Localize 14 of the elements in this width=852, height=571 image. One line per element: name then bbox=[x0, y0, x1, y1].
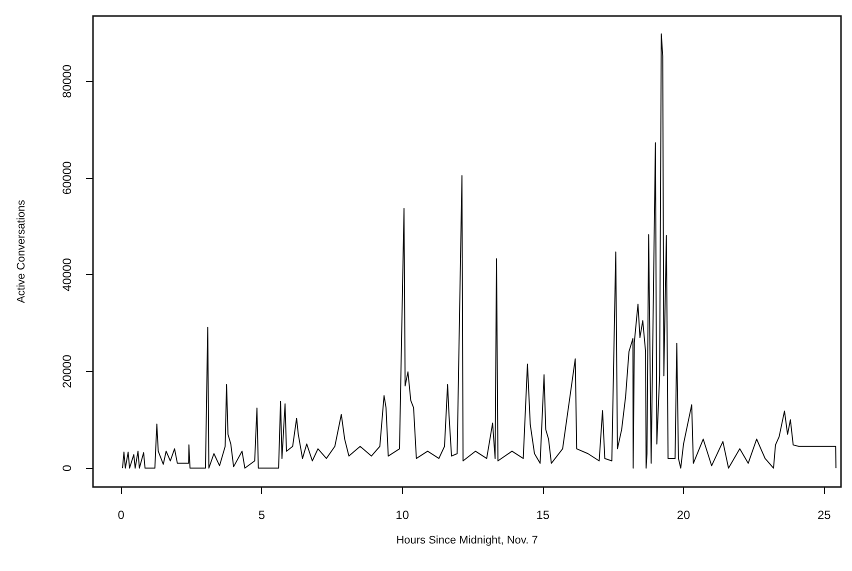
y-tick-label: 60000 bbox=[60, 160, 74, 195]
y-tick-label: 80000 bbox=[60, 64, 74, 98]
x-tick-label: 10 bbox=[396, 508, 410, 522]
y-tick-label: 0 bbox=[60, 464, 74, 472]
y-axis-title: Active Conversations bbox=[16, 199, 28, 304]
x-tick-label: 15 bbox=[536, 508, 550, 522]
x-tick-label: 25 bbox=[817, 508, 832, 522]
x-tick-label: 0 bbox=[118, 508, 125, 522]
x-tick-label: 20 bbox=[676, 508, 691, 522]
y-tick-label: 20000 bbox=[60, 354, 74, 388]
y-tick-label: 40000 bbox=[60, 258, 74, 292]
x-tick-label: 5 bbox=[258, 508, 266, 522]
x-axis-title: Hours Since Midnight, Nov. 7 bbox=[396, 534, 538, 546]
line-series bbox=[122, 33, 836, 469]
